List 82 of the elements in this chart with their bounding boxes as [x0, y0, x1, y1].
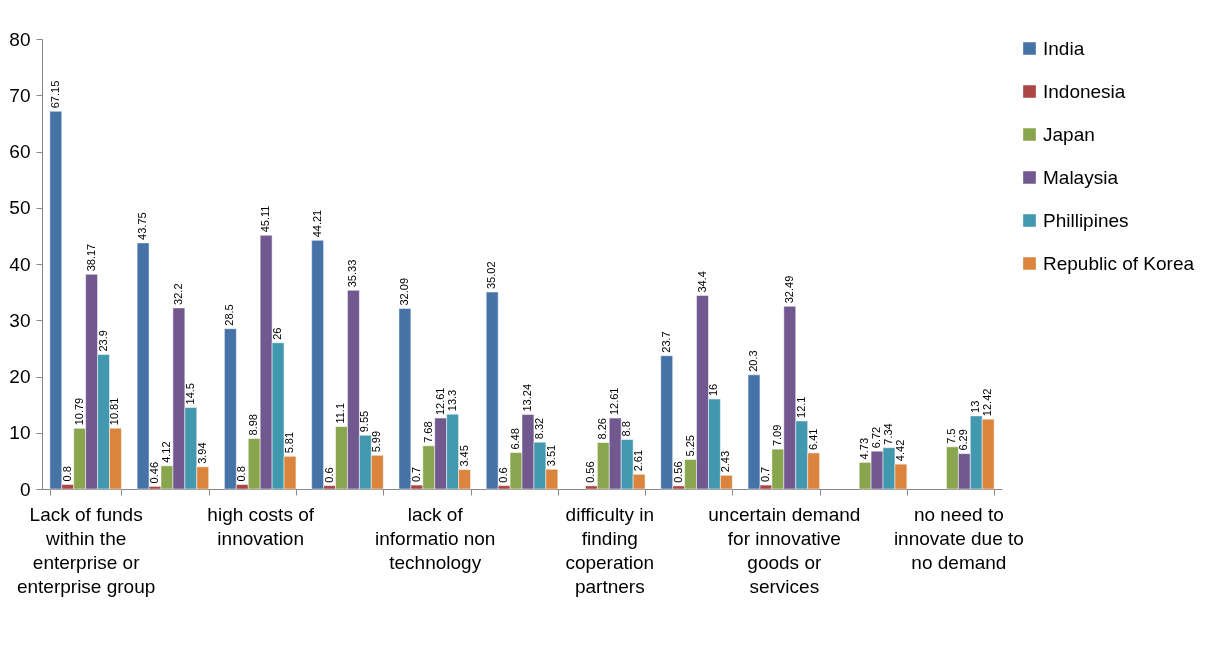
- data-label: 0.6: [322, 467, 335, 483]
- legend-label: Republic of Korea: [1043, 252, 1195, 274]
- data-label: 10.79: [72, 397, 85, 426]
- data-label: 67.15: [48, 80, 61, 109]
- data-label: 16: [707, 383, 720, 396]
- x-tick-label: difficulty in finding coperation partners: [565, 503, 655, 597]
- legend-label: Japan: [1043, 123, 1095, 145]
- data-label: 2.43: [719, 450, 732, 473]
- data-label: 13.24: [520, 383, 533, 412]
- data-label: 32.2: [171, 283, 184, 305]
- y-tick-label: 80: [9, 28, 31, 50]
- data-label: 2.61: [632, 449, 645, 472]
- data-label: 9.55: [358, 410, 371, 433]
- data-label: 6.41: [806, 428, 819, 450]
- data-label: 8.98: [247, 414, 260, 436]
- data-label: 20.3: [747, 350, 759, 372]
- data-label: 32.09: [397, 277, 410, 306]
- legend-label: India: [1043, 37, 1085, 59]
- data-label: 5.99: [370, 430, 383, 453]
- data-label: 0.7: [758, 466, 771, 483]
- data-label: 5.25: [683, 435, 696, 457]
- data-label: 7.09: [770, 424, 783, 447]
- legend-label: Malaysia: [1043, 166, 1119, 188]
- data-label: 10.81: [108, 397, 121, 426]
- data-label: 0.7: [409, 466, 422, 483]
- data-label: 43.75: [136, 212, 149, 240]
- data-label: 8.26: [596, 418, 609, 440]
- data-label: 7.68: [421, 421, 434, 443]
- data-label: 14.5: [183, 383, 196, 405]
- data-label: 12.61: [433, 387, 446, 416]
- y-tick-label: 10: [9, 422, 31, 444]
- data-label: 38.17: [84, 243, 97, 272]
- legend-label: Phillipines: [1043, 209, 1129, 231]
- data-label: 13.3: [445, 389, 458, 412]
- data-label: 23.7: [659, 331, 672, 353]
- y-tick-label: 40: [9, 253, 31, 275]
- data-label: 26: [271, 327, 284, 340]
- data-label: 12.61: [608, 387, 621, 416]
- data-label: 0.56: [671, 461, 684, 483]
- x-tick-label: lack of informatio non technology: [375, 503, 496, 573]
- data-label: 28.5: [223, 304, 236, 326]
- data-label: 5.81: [283, 431, 295, 454]
- x-tick-label: Lack of funds within the enterprise or enterprise group: [16, 503, 156, 597]
- data-label: 12.42: [981, 388, 994, 417]
- y-tick-label: 0: [19, 478, 31, 500]
- data-label: 35.33: [346, 259, 359, 288]
- data-label: 6.72: [870, 426, 883, 449]
- data-label: 6.29: [957, 429, 970, 451]
- data-label: 8.32: [532, 417, 545, 440]
- data-label: 11.1: [334, 402, 347, 424]
- data-label: 4.12: [159, 441, 172, 463]
- y-tick-label: 70: [9, 84, 31, 106]
- data-label: 7.5: [945, 428, 958, 444]
- data-label: 4.42: [893, 439, 906, 462]
- data-label: 3.94: [195, 442, 208, 464]
- data-label: 0.8: [235, 466, 248, 482]
- data-label: 23.9: [96, 330, 109, 352]
- data-label: 3.45: [457, 445, 470, 467]
- y-tick-label: 50: [9, 197, 31, 219]
- data-label: 44.21: [310, 209, 323, 238]
- data-label: 3.51: [544, 444, 557, 467]
- legend-label: Indonesia: [1043, 80, 1126, 102]
- y-tick-label: 30: [9, 309, 31, 331]
- data-label: 13: [969, 400, 982, 413]
- x-tick-label: high costs of innovation: [207, 503, 315, 549]
- data-label: 0.56: [584, 461, 597, 483]
- data-label: 45.11: [259, 205, 272, 233]
- data-label: 4.73: [858, 437, 871, 460]
- data-label: 12.1: [794, 396, 807, 418]
- data-label: 7.34: [881, 423, 894, 445]
- data-label: 0.46: [148, 461, 161, 484]
- data-label: 34.4: [695, 271, 708, 293]
- data-label: 35.02: [485, 261, 498, 290]
- data-label: 0.6: [497, 467, 510, 483]
- y-tick-label: 20: [9, 366, 31, 387]
- x-tick-label: no need to innovate due to no demand: [893, 503, 1024, 573]
- data-label: 6.48: [509, 428, 522, 450]
- data-label: 8.8: [620, 421, 633, 437]
- data-label: 0.8: [60, 466, 73, 482]
- y-tick-label: 60: [9, 141, 31, 162]
- data-label: 32.49: [782, 275, 795, 304]
- x-tick-label: uncertain demand for innovative goods or services: [708, 503, 861, 597]
